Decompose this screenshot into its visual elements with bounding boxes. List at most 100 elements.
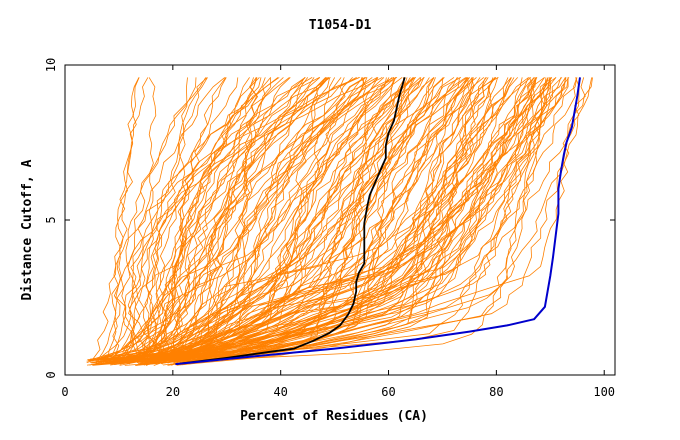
y-tick-label: 0 [44,371,58,378]
model-curve [171,77,353,363]
model-curve [125,77,207,366]
model-curve [122,77,279,361]
model-curve [119,77,549,366]
model-curve [137,77,467,364]
model-curve [144,77,290,362]
model-curve [127,77,378,365]
model-curve [113,77,523,365]
y-tick-label: 10 [44,58,58,72]
model-curve [95,77,549,365]
model-curve [153,77,460,363]
model-curve [86,77,553,362]
model-curve [102,77,383,361]
model-curve [150,77,469,363]
model-curve [138,77,569,360]
x-tick-label: 80 [489,385,503,399]
model-curve [112,77,496,364]
model-curve [127,77,328,361]
y-axis-label: Distance Cutoff, A [20,159,35,300]
model-curve [110,77,250,361]
x-axis-label: Percent of Residues (CA) [240,409,428,424]
model-curve [121,77,197,363]
model-curve [155,77,430,364]
chart-title: T1054-D1 [309,18,372,33]
model-curve [119,77,481,360]
model-curve [106,77,436,365]
model-curve [143,77,331,366]
model-curve [110,77,258,366]
model-curve [106,77,360,363]
model-curve [92,77,140,360]
model-curve [143,77,239,360]
model-curve [108,77,313,362]
model-curve [145,77,315,367]
model-curve [92,77,536,363]
model-curve [144,77,411,362]
x-tick-label: 60 [381,385,395,399]
model-curve [168,77,497,363]
model-curve [124,77,593,366]
model-curve [181,77,529,362]
model-curve [173,77,535,359]
model-curve [167,77,435,359]
model-curve [139,77,580,362]
model-curve [89,77,284,366]
model-curve [115,77,512,364]
model-curve [117,77,366,360]
model-curve [173,77,489,364]
model-curve [149,77,422,361]
model-curve [142,77,342,359]
model-curve [128,77,226,362]
model-curve [111,77,346,363]
model-curve [127,77,280,363]
model-curve [99,77,394,365]
model-curve [134,77,435,363]
model-curve [141,77,157,364]
series-line-black [175,77,406,365]
model-curve [113,77,336,363]
model-curve [162,77,563,366]
model-curve [180,77,306,365]
model-curve [89,77,406,360]
model-curve [153,77,566,362]
x-tick-label: 0 [61,385,68,399]
model-curve [113,77,414,360]
model-curve [95,77,149,363]
model-curve [163,77,272,362]
model-curve [175,77,327,361]
model-curve [158,77,459,364]
x-tick-label: 20 [166,385,180,399]
model-curve [108,77,367,363]
model-curve [137,77,557,360]
model-curve [90,77,291,363]
model-curve [173,77,499,361]
x-tick-label: 100 [593,385,615,399]
model-curve [151,77,473,360]
model-curve [108,77,538,360]
model-curve [113,77,416,362]
model-curve [161,77,593,360]
model-curve [151,77,306,359]
model-curve [88,77,254,361]
model-curve [125,77,272,362]
model-curve [179,77,578,363]
model-curve [159,77,496,359]
model-curve [148,77,551,365]
model-curve [94,77,208,366]
model-curve [175,77,529,362]
model-curve [86,77,397,363]
y-tick-label: 5 [44,216,58,223]
model-curve [121,77,485,363]
model-curve [138,77,331,362]
model-curve [170,77,512,365]
model-curve [141,77,379,362]
model-curve [154,77,586,362]
model-curve [112,77,360,366]
model-curve [155,77,455,361]
model-curve [176,77,474,360]
model-curve [159,77,444,364]
model-curve [108,77,445,363]
model-curve [116,77,421,362]
highlight-curves [175,77,581,366]
